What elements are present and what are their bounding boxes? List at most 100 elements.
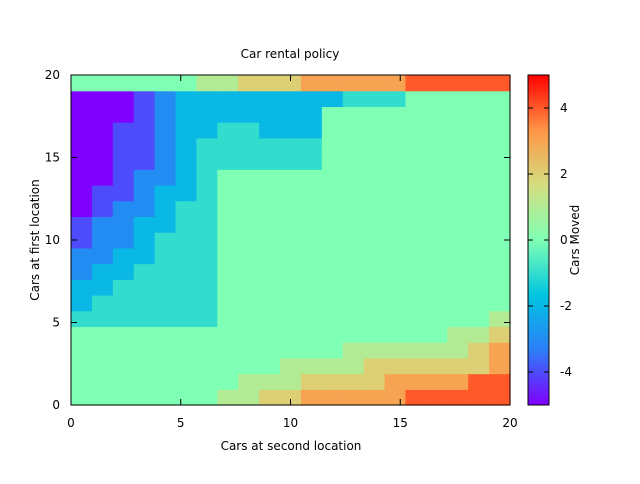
heatmap-cell xyxy=(300,310,323,328)
heatmap-cell xyxy=(154,153,177,170)
heatmap-cell xyxy=(468,153,490,170)
heatmap-cell xyxy=(217,295,239,312)
heatmap-cell xyxy=(363,310,386,328)
heatmap-cell xyxy=(112,137,135,155)
heatmap-cell xyxy=(71,153,93,170)
heatmap-cell xyxy=(175,342,198,359)
colorbar-label: Cars Moved xyxy=(568,205,582,276)
heatmap-cell xyxy=(363,169,386,186)
heatmap-cell xyxy=(196,310,218,328)
heatmap-cell xyxy=(154,169,177,186)
heatmap-cell xyxy=(71,185,93,202)
x-axis-ticks: 0 5 10 15 20 xyxy=(67,75,518,430)
heatmap-cell xyxy=(405,169,427,186)
heatmap-cell xyxy=(112,90,135,108)
heatmap-cell xyxy=(196,357,218,375)
heatmap-cell xyxy=(196,342,218,359)
heatmap-cell xyxy=(133,106,156,123)
heatmap-cell xyxy=(217,137,239,155)
heatmap-cell xyxy=(280,373,302,390)
heatmap-cell xyxy=(196,90,218,108)
heatmap-cell xyxy=(447,216,469,233)
heatmap-cell xyxy=(300,106,323,123)
heatmap-cell xyxy=(259,200,281,218)
heatmap-cell xyxy=(71,200,93,218)
heatmap-cell xyxy=(91,200,114,218)
heatmap-cell xyxy=(321,216,344,233)
heatmap-cell xyxy=(133,90,156,108)
heatmap-cell xyxy=(238,75,260,92)
heatmap-cell xyxy=(300,247,323,265)
heatmap-cell xyxy=(426,373,448,390)
heatmap-cell xyxy=(468,373,490,390)
heatmap-cell xyxy=(91,169,114,186)
heatmap-cell xyxy=(91,295,114,312)
heatmap-cell xyxy=(154,137,177,155)
heatmap-cell xyxy=(133,185,156,202)
heatmap-cell xyxy=(112,216,135,233)
heatmap-cell xyxy=(280,310,302,328)
heatmap-cell xyxy=(447,185,469,202)
heatmap-cell xyxy=(447,153,469,170)
heatmap-cell xyxy=(91,185,114,202)
heatmap-cell xyxy=(91,373,114,390)
heatmap-cell xyxy=(154,310,177,328)
heatmap-cell xyxy=(363,216,386,233)
heatmap-cell xyxy=(342,169,365,186)
heatmap-cell xyxy=(342,216,365,233)
heatmap-cell xyxy=(238,185,260,202)
heatmap-cell xyxy=(259,389,281,406)
heatmap-cell xyxy=(259,90,281,108)
heatmap-cell xyxy=(468,389,490,406)
heatmap-cell xyxy=(363,357,386,375)
heatmap-cell xyxy=(217,279,239,296)
heatmap-cell xyxy=(363,106,386,123)
heatmap-cell xyxy=(426,310,448,328)
heatmap-cell xyxy=(175,137,198,155)
heatmap-cell xyxy=(468,310,490,328)
heatmap-cell xyxy=(133,373,156,390)
heatmap-cell xyxy=(363,90,386,108)
heatmap-cell xyxy=(112,357,135,375)
y-tick-label: 5 xyxy=(52,316,60,330)
heatmap-cell xyxy=(217,90,239,108)
heatmap-cell xyxy=(384,185,407,202)
heatmap-cell xyxy=(384,106,407,123)
heatmap-cell xyxy=(384,232,407,249)
heatmap-cell xyxy=(71,106,93,123)
heatmap-cell xyxy=(91,90,114,108)
heatmap-cell xyxy=(384,75,407,92)
heatmap-cell xyxy=(280,326,302,343)
heatmap-cell xyxy=(489,232,511,249)
heatmap-cell xyxy=(196,279,218,296)
heatmap-cell xyxy=(468,326,490,343)
heatmap-cell xyxy=(489,169,511,186)
heatmap-cell xyxy=(259,153,281,170)
heatmap-cell xyxy=(384,122,407,139)
heatmap-cell xyxy=(238,137,260,155)
heatmap-cell xyxy=(112,310,135,328)
heatmap-cell xyxy=(175,75,198,92)
heatmap-cell xyxy=(489,137,511,155)
heatmap-cell xyxy=(91,216,114,233)
heatmap-cell xyxy=(426,106,448,123)
heatmap-cell xyxy=(238,389,260,406)
heatmap-cell xyxy=(71,342,93,359)
chart-title: Car rental policy xyxy=(241,47,340,61)
heatmap-cell xyxy=(363,200,386,218)
heatmap-cell xyxy=(217,216,239,233)
heatmap-cell xyxy=(489,200,511,218)
heatmap-cell xyxy=(154,106,177,123)
heatmap-cell xyxy=(71,389,93,406)
heatmap-cell xyxy=(300,153,323,170)
heatmap-cell xyxy=(91,153,114,170)
heatmap-cell xyxy=(363,185,386,202)
heatmap-cell xyxy=(238,342,260,359)
heatmap-cell xyxy=(489,90,511,108)
heatmap-cell xyxy=(280,342,302,359)
heatmap-cell xyxy=(384,373,407,390)
heatmap-cell xyxy=(280,247,302,265)
heatmap-cell xyxy=(280,216,302,233)
heatmap-cell xyxy=(384,279,407,296)
heatmap-cell xyxy=(321,342,344,359)
